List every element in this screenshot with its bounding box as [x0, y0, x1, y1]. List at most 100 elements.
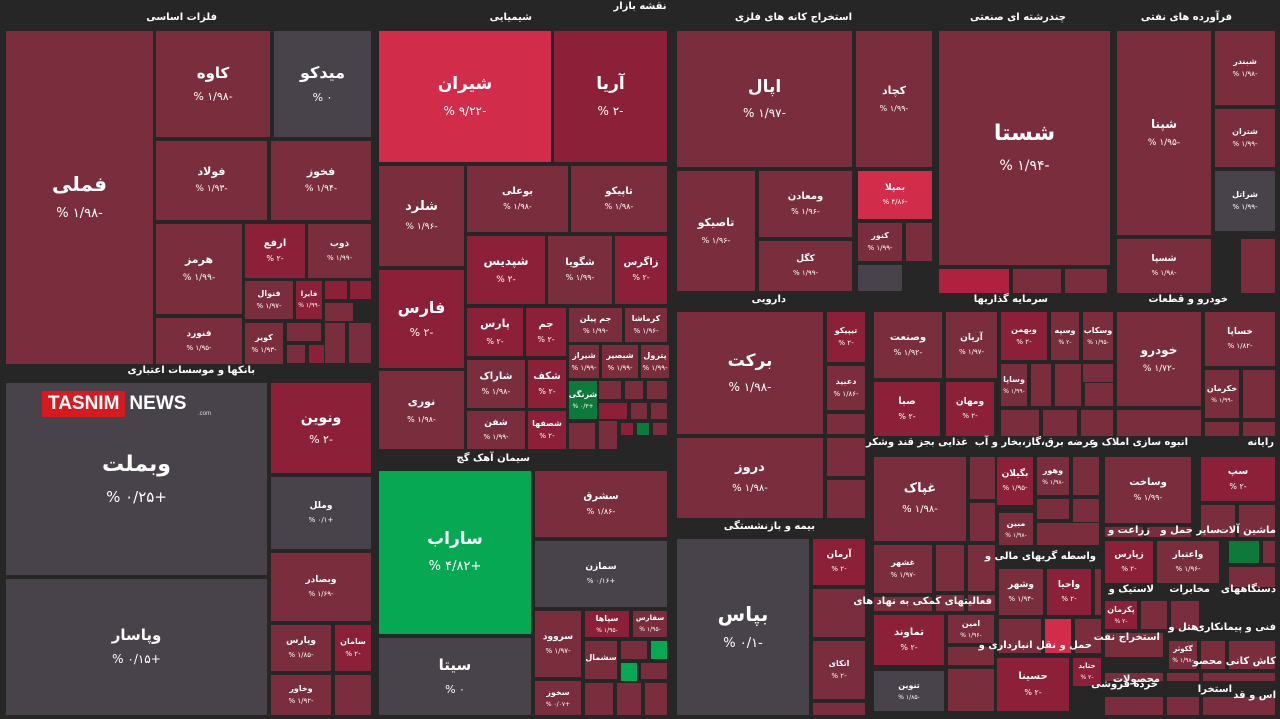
treemap-tile[interactable]: پارس -۲ %	[466, 307, 524, 357]
treemap-cell[interactable]	[1202, 672, 1276, 682]
treemap-cell[interactable]	[826, 413, 866, 435]
treemap-cell[interactable]	[938, 268, 1010, 294]
treemap-tile[interactable]: فنورد -۱/۹۵ %	[155, 317, 243, 365]
treemap-tile[interactable]: کویر -۱/۹۳ %	[244, 322, 284, 365]
treemap-tile[interactable]: سامان -۲ %	[334, 624, 372, 672]
treemap-cell[interactable]	[947, 668, 995, 712]
treemap-cell[interactable]	[1064, 268, 1108, 294]
treemap-cell[interactable]	[644, 682, 668, 716]
treemap-tile[interactable]: نوری -۱/۹۸ %	[378, 370, 465, 450]
treemap-cell[interactable]	[1042, 409, 1078, 437]
treemap-tile[interactable]: حتاید -۲ %	[1072, 657, 1102, 687]
treemap-tile[interactable]: فایرا -۱/۹۹ %	[295, 280, 323, 320]
treemap-tile[interactable]: وسکاب -۱/۹۵ %	[1082, 311, 1114, 361]
treemap-tile[interactable]: واحیا -۲ %	[1046, 568, 1092, 616]
treemap-cell[interactable]	[969, 456, 996, 500]
treemap-tile[interactable]: فولاد -۱/۹۳ %	[155, 140, 268, 221]
treemap-cell[interactable]	[630, 402, 648, 420]
treemap-cell[interactable]	[1104, 632, 1164, 658]
treemap-cell[interactable]	[620, 662, 638, 682]
treemap-cell[interactable]	[324, 302, 354, 322]
treemap-cell[interactable]	[947, 646, 995, 666]
treemap-tile[interactable]: شفن -۱/۹۹ %	[466, 410, 526, 450]
treemap-tile[interactable]: واعتبار -۱/۹۶ %	[1156, 540, 1220, 584]
treemap-tile[interactable]: سروود -۱/۹۷ %	[534, 610, 582, 678]
treemap-tile[interactable]: غشهر -۱/۹۷ %	[873, 544, 933, 594]
treemap-tile[interactable]: شسپا -۱/۹۸ %	[1116, 238, 1212, 294]
treemap-tile[interactable]: دروز -۱/۹۸ %	[676, 437, 824, 519]
treemap-tile[interactable]: وسپه -۲ %	[1050, 311, 1080, 361]
treemap-cell[interactable]	[598, 380, 622, 400]
treemap-cell[interactable]	[1012, 268, 1062, 294]
treemap-tile[interactable]: شپنا -۱/۹۵ %	[1116, 30, 1212, 236]
treemap-cell[interactable]	[624, 380, 644, 400]
treemap-cell[interactable]	[873, 596, 933, 612]
treemap-cell[interactable]	[1242, 421, 1276, 437]
treemap-cell[interactable]	[286, 344, 306, 364]
treemap-cell[interactable]	[349, 280, 372, 300]
treemap-tile[interactable]: ارفع -۲ %	[244, 223, 306, 279]
treemap-cell[interactable]	[905, 222, 933, 262]
treemap-tile[interactable]: وخاور -۱/۹۲ %	[270, 674, 332, 716]
treemap-tile[interactable]: شپدیس -۲ %	[466, 235, 546, 305]
treemap-cell[interactable]	[1094, 568, 1102, 616]
treemap-tile[interactable]: شیران -۹/۲۲ %	[378, 30, 552, 163]
treemap-cell[interactable]	[584, 682, 614, 716]
treemap-tile[interactable]: سمازن +۰/۱۶ %	[534, 540, 668, 608]
treemap-tile[interactable]: آریا -۲ %	[553, 30, 668, 163]
treemap-cell[interactable]	[348, 322, 372, 364]
treemap-tile[interactable]: خکرمان -۱/۹۹ %	[1204, 369, 1240, 419]
treemap-tile[interactable]: سشمال	[584, 640, 618, 680]
treemap-tile[interactable]: سفارس -۱/۹۵ %	[632, 610, 668, 638]
treemap-tile[interactable]: خودرو -۱/۷۲ %	[1116, 311, 1202, 407]
treemap-tile[interactable]: جم -۲ %	[525, 307, 567, 357]
treemap-tile[interactable]: بپاس -۰/۱ %	[676, 538, 810, 716]
treemap-tile[interactable]: تیپیکو -۲ %	[826, 311, 866, 363]
treemap-tile[interactable]: وپاسار +۰/۱۵ %	[5, 578, 268, 716]
treemap-tile[interactable]: تنوین -۱/۸۵ %	[873, 670, 945, 712]
treemap-cell[interactable]	[1202, 696, 1276, 716]
treemap-tile[interactable]: وهور -۱/۹۸ %	[1036, 456, 1070, 496]
treemap-cell[interactable]	[568, 422, 596, 450]
treemap-tile[interactable]: برکت -۱/۹۸ %	[676, 311, 824, 435]
treemap-tile[interactable]: خساپا -۱/۸۲ %	[1204, 311, 1276, 367]
treemap-cell[interactable]	[998, 618, 1042, 654]
treemap-tile[interactable]: کاوه -۱/۹۸ %	[155, 30, 271, 138]
treemap-cell[interactable]	[1000, 409, 1040, 437]
treemap-cell[interactable]	[1116, 409, 1202, 437]
treemap-tile[interactable]: پکرمان -۲ %	[1104, 600, 1138, 630]
treemap-cell[interactable]	[1036, 522, 1100, 546]
treemap-cell[interactable]	[620, 422, 634, 436]
treemap-tile[interactable]: زپارس -۲ %	[1104, 540, 1154, 584]
treemap-cell[interactable]	[616, 682, 642, 716]
treemap-tile[interactable]: سپاها -۱/۹۵ %	[584, 610, 630, 638]
treemap-tile[interactable]: تماوند -۲ %	[873, 614, 945, 666]
treemap-tile[interactable]: دعبید -۱/۸۶ %	[826, 365, 866, 411]
treemap-tile[interactable]: شلرد -۱/۹۶ %	[378, 165, 465, 267]
treemap-tile[interactable]: وملل +۰/۱ %	[270, 476, 372, 550]
treemap-cell[interactable]	[1228, 640, 1276, 670]
treemap-tile[interactable]: شستا -۱/۹۴ %	[938, 30, 1111, 266]
treemap-tile[interactable]: کگل -۱/۹۹ %	[758, 240, 853, 292]
treemap-cell[interactable]	[1082, 363, 1114, 383]
treemap-cell[interactable]	[650, 640, 668, 660]
treemap-tile[interactable]: شگویا -۱/۹۹ %	[547, 235, 613, 305]
treemap-cell[interactable]	[826, 437, 866, 477]
treemap-tile[interactable]: فنوال -۱/۹۷ %	[244, 280, 294, 320]
treemap-tile[interactable]: شبندر -۱/۹۸ %	[1214, 30, 1276, 106]
treemap-tile[interactable]: سیتا ۰ %	[378, 637, 532, 716]
treemap-cell[interactable]	[652, 422, 668, 436]
treemap-tile[interactable]: پترول -۱/۹۹ %	[640, 344, 670, 379]
treemap-tile[interactable]: وشهر -۱/۹۴ %	[998, 568, 1044, 616]
treemap-tile[interactable]: شرنگی +۰/۳ %	[568, 380, 598, 420]
treemap-cell[interactable]	[812, 702, 866, 716]
treemap-tile[interactable]: فخوز -۱/۹۴ %	[270, 140, 372, 221]
treemap-cell[interactable]	[1228, 566, 1276, 588]
treemap-cell[interactable]	[1104, 696, 1164, 716]
treemap-tile[interactable]: مبین -۱/۹۸ %	[998, 512, 1034, 546]
treemap-tile[interactable]: شیراز -۱/۹۹ %	[568, 344, 600, 379]
treemap-cell[interactable]	[1200, 640, 1226, 670]
treemap-tile[interactable]: هرمز -۱/۹۹ %	[155, 223, 243, 315]
treemap-tile[interactable]: حسینا -۲ %	[996, 657, 1070, 712]
treemap-tile[interactable]: وساخت -۱/۹۹ %	[1104, 456, 1192, 524]
